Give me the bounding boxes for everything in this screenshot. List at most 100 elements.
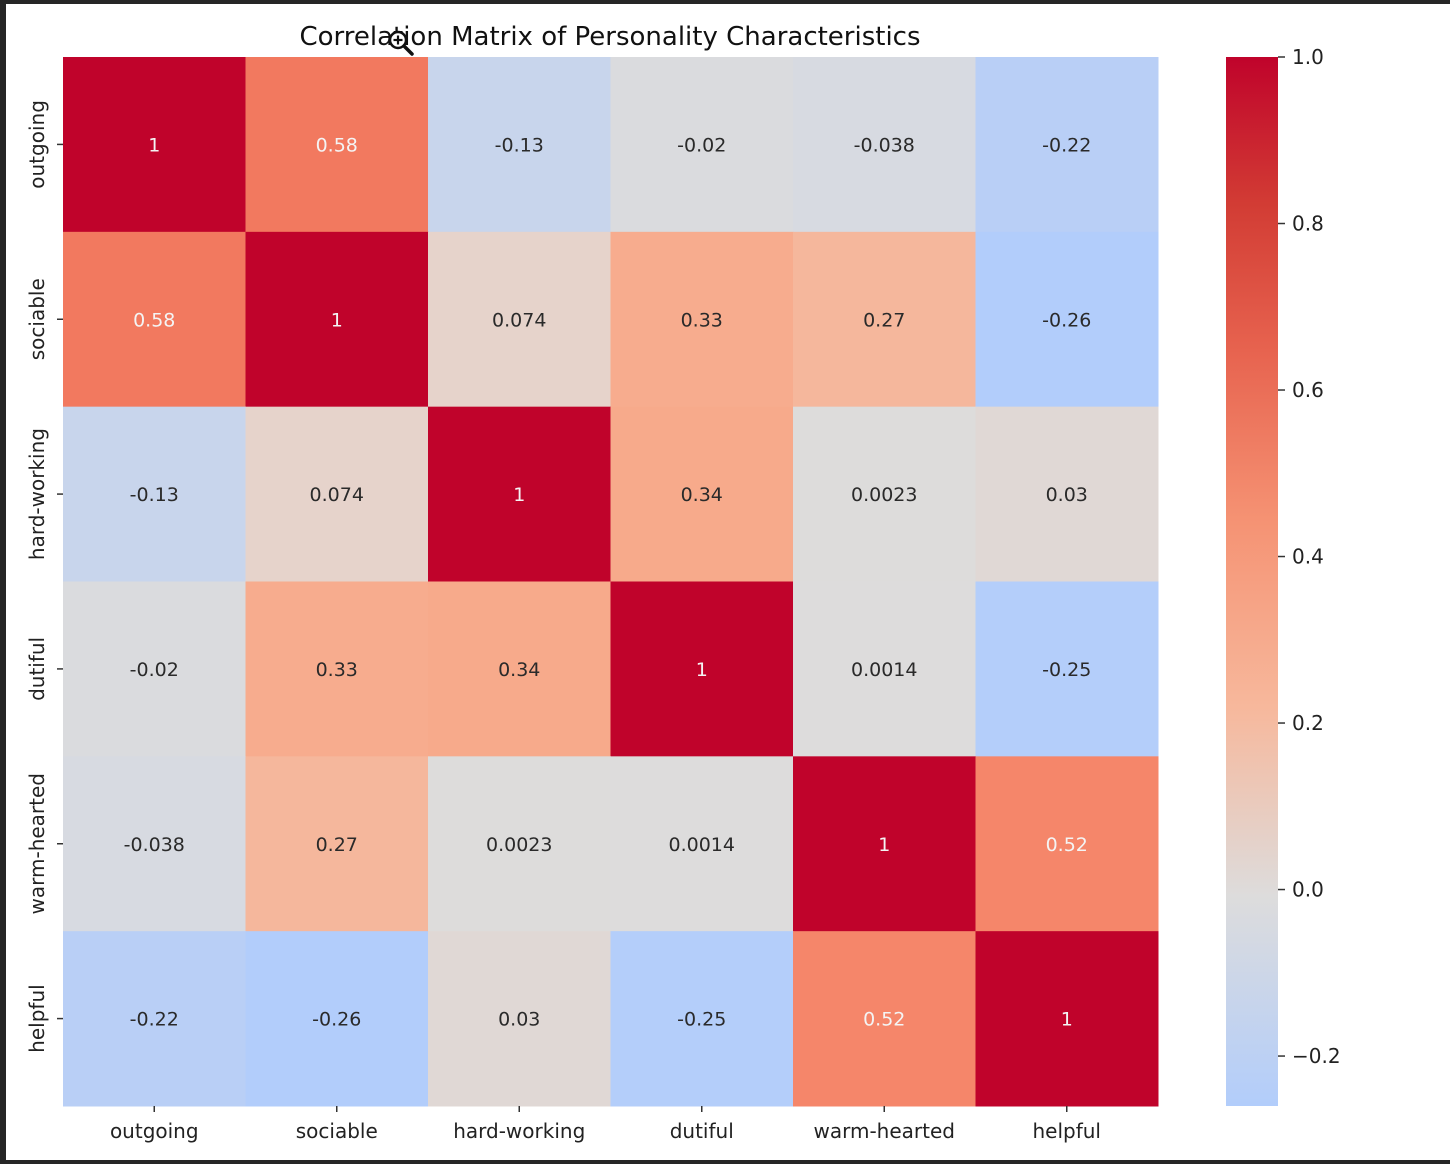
chart-frame: Correlation Matrix of Personality Charac… [6, 4, 1450, 1160]
cell-value-label: 0.33 [316, 659, 358, 681]
cell-value-label: 1 [696, 659, 708, 681]
colorbar [1226, 57, 1278, 1106]
cell-value-label: 0.27 [316, 834, 358, 856]
colorbar-gradient [1226, 57, 1278, 1106]
heatmap-cell [428, 231, 611, 408]
colorbar-tick-label: 0.8 [1292, 212, 1324, 236]
x-tick-label: warm-hearted [814, 1119, 955, 1143]
x-tick-label: helpful [1032, 1119, 1101, 1143]
heatmap-cell [63, 756, 246, 932]
y-tick-label: dutiful [25, 637, 49, 701]
cell-value-label: 0.0023 [851, 484, 917, 506]
cell-value-label: -0.22 [130, 1009, 179, 1031]
heatmap-cell [63, 581, 246, 757]
heatmap-cell [975, 581, 1159, 757]
heatmap-cell [793, 581, 976, 757]
heatmap-cell [428, 581, 611, 757]
heatmap-cell [793, 756, 976, 932]
x-tick-label: outgoing [110, 1119, 199, 1143]
cell-value-label: -0.13 [130, 484, 179, 506]
cell-value-label: 0.34 [681, 484, 723, 506]
zoom-in-icon [388, 30, 414, 56]
colorbar-tick-label: −0.2 [1292, 1044, 1341, 1068]
heatmap-cells [63, 57, 1159, 1107]
y-tick-label: hard-working [25, 428, 49, 560]
cell-value-label: -0.02 [677, 134, 726, 156]
cell-value-label: 1 [148, 134, 160, 156]
cell-value-label: 0.52 [1046, 834, 1088, 856]
heatmap-cell [975, 406, 1159, 582]
cell-value-label: -0.13 [495, 134, 544, 156]
heatmap-cell [245, 931, 429, 1107]
cell-value-label: -0.25 [677, 1009, 726, 1031]
cell-value-label: 1 [513, 484, 525, 506]
cell-value-label: 0.52 [863, 1009, 905, 1031]
heatmap-cell [245, 231, 429, 408]
heatmap-cell [793, 406, 976, 582]
heatmap-cell [793, 931, 976, 1107]
cell-value-label: 0.33 [681, 309, 723, 331]
y-tick-label: outgoing [25, 100, 49, 189]
heatmap-cell [793, 231, 976, 408]
colorbar-axis: 1.0 0.8 0.6 0.4 0.2 0.0 −0.2 [1278, 45, 1341, 1068]
colorbar-tick-label: 0.2 [1292, 711, 1324, 735]
heatmap-cell [975, 231, 1159, 408]
cell-value-label: 1 [878, 834, 890, 856]
x-tick-label: hard-working [453, 1119, 585, 1143]
heatmap-cell-labels: 1 0.58 -0.13 -0.02 -0.038 -0.22 0.58 1 0.074 0.33… [124, 134, 1092, 1030]
cell-value-label: -0.26 [312, 1009, 361, 1031]
cell-value-label: 0.074 [492, 309, 546, 331]
heatmap-cell [610, 756, 794, 932]
x-tick-label: sociable [296, 1119, 378, 1143]
y-tick-label: warm-hearted [25, 773, 49, 914]
heatmap-cell [63, 57, 246, 233]
heatmap-cell [610, 931, 794, 1107]
x-axis: outgoing sociable hard-working dutiful warm-… [110, 1106, 1101, 1143]
heatmap-chart: Correlation Matrix of Personality Charac… [25, 22, 1341, 1143]
heatmap-cell [610, 231, 794, 408]
cell-value-label: 1 [331, 309, 343, 331]
cell-value-label: 0.58 [133, 309, 175, 331]
heatmap-cell [245, 57, 429, 233]
heatmap-cell [428, 57, 611, 233]
colorbar-tick-label: 0.0 [1292, 878, 1324, 902]
cell-value-label: 0.27 [863, 309, 905, 331]
heatmap-cell [428, 931, 611, 1107]
cell-value-label: 0.34 [498, 659, 540, 681]
cell-value-label: 0.074 [310, 484, 364, 506]
heatmap-cell [245, 581, 429, 757]
heatmap-cell [63, 931, 246, 1107]
heatmap-cell [975, 931, 1159, 1107]
heatmap-cell [975, 57, 1159, 233]
cell-value-label: -0.26 [1042, 309, 1091, 331]
colorbar-tick-label: 1.0 [1292, 45, 1324, 69]
cell-value-label: 0.0014 [669, 834, 735, 856]
colorbar-tick-label: 0.4 [1292, 545, 1324, 569]
heatmap-cell [63, 231, 246, 408]
y-tick-label: sociable [25, 278, 49, 360]
y-tick-label: helpful [25, 984, 49, 1053]
heatmap-cell [975, 756, 1159, 932]
cell-value-label: 0.0014 [851, 659, 917, 681]
cell-value-label: 0.58 [316, 134, 358, 156]
heatmap-cell [245, 756, 429, 932]
cell-value-label: -0.038 [854, 134, 915, 156]
cell-value-label: 0.03 [1046, 484, 1088, 506]
heatmap-cell [245, 406, 429, 582]
cell-value-label: -0.02 [130, 659, 179, 681]
cell-value-label: 1 [1061, 1009, 1073, 1031]
heatmap-cell [610, 406, 794, 582]
heatmap-cell [610, 57, 794, 233]
heatmap-cell [793, 57, 976, 233]
cell-value-label: 0.03 [498, 1009, 540, 1031]
cell-value-label: -0.25 [1042, 659, 1091, 681]
heatmap-cell [610, 581, 794, 757]
y-axis: outgoing sociable hard-working dutiful warm-… [25, 100, 63, 1053]
colorbar-tick-label: 0.6 [1292, 378, 1324, 402]
heatmap-cell [428, 406, 611, 582]
heatmap-cell [63, 406, 246, 582]
cell-value-label: -0.22 [1042, 134, 1091, 156]
cell-value-label: 0.0023 [486, 834, 552, 856]
x-tick-label: dutiful [670, 1119, 734, 1143]
heatmap-cell [428, 756, 611, 932]
